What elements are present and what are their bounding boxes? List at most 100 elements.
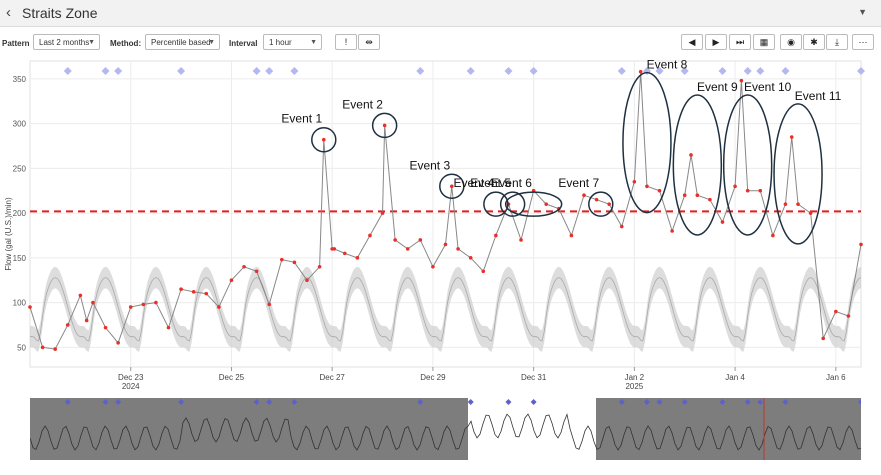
x-tick-label: Jan 4: [725, 373, 745, 382]
pattern-dropdown[interactable]: Last 2 months ▼: [33, 34, 100, 50]
next-button[interactable]: ⏭: [729, 34, 751, 50]
event-label: Event 5: [470, 176, 511, 190]
observed-point: [645, 184, 649, 189]
interval-dropdown[interactable]: 1 hour ▼: [263, 34, 322, 50]
observed-point: [53, 347, 57, 351]
settings-button[interactable]: ✱: [803, 34, 825, 50]
y-tick-label: 300: [13, 120, 27, 129]
y-tick-label: 50: [17, 343, 26, 352]
navigator-event-diamond: [719, 399, 726, 405]
x-tick-label: Dec 31: [521, 373, 547, 382]
event-label: Event 3: [409, 158, 450, 172]
event-diamond-marker: [504, 67, 513, 75]
observed-point: [733, 184, 737, 189]
chevron-down-icon: ▼: [310, 39, 317, 46]
calendar-button[interactable]: ▦: [753, 34, 775, 50]
event-ellipse: [499, 191, 526, 217]
observed-point: [682, 193, 687, 198]
observed-point: [494, 233, 498, 238]
calendar-icon: ▦: [759, 37, 769, 47]
observed-point: [65, 323, 70, 327]
method-dropdown[interactable]: Percentile based ▼: [145, 34, 220, 50]
view-button[interactable]: ◉: [780, 34, 802, 50]
navigator-event-diamond: [505, 399, 512, 405]
collapse-caret-icon[interactable]: ▼: [858, 7, 867, 17]
navigator-event-diamond: [656, 399, 663, 405]
more-button[interactable]: ⋯: [852, 34, 874, 50]
observed-point: [393, 238, 397, 242]
observed-point: [670, 229, 674, 233]
observed-point: [544, 202, 549, 206]
observed-point: [607, 202, 611, 206]
event-diamond-marker: [655, 67, 664, 75]
observed-point: [405, 247, 410, 251]
observed-point: [191, 290, 196, 294]
page-title: Straits Zone: [22, 5, 98, 21]
download-button[interactable]: ⤓: [826, 34, 848, 50]
event-label: Event 4: [454, 176, 495, 190]
event-ellipse: [483, 191, 509, 217]
navigator-event-diamond: [681, 399, 688, 405]
event-label: Event 7: [558, 176, 599, 190]
observed-point: [229, 278, 234, 283]
navigator-event-diamond: [64, 399, 71, 405]
event-label: Event 8: [647, 58, 688, 72]
gear-icon: ✱: [810, 37, 818, 47]
play-button[interactable]: ▶: [705, 34, 727, 50]
event-label: Event 1: [281, 112, 322, 126]
y-tick-label: 350: [13, 75, 27, 84]
observed-point: [321, 137, 326, 142]
observed-point: [292, 260, 297, 265]
navigator-event-diamond: [102, 399, 109, 405]
x-tick-sublabel: 2025: [625, 382, 643, 391]
observed-point: [78, 293, 83, 298]
y-tick-label: 100: [13, 299, 27, 308]
event-ellipse: [672, 94, 723, 236]
observed-point: [783, 202, 788, 206]
event-ellipse: [504, 191, 563, 217]
x-tick-label: Jan 6: [826, 373, 846, 382]
prev-button[interactable]: ◀: [681, 34, 703, 50]
event-ellipse: [588, 191, 614, 217]
observed-point: [431, 264, 435, 269]
pattern-band: [30, 266, 861, 352]
event-diamond-marker: [252, 67, 261, 75]
observed-point: [355, 256, 360, 260]
observed-point: [708, 197, 712, 202]
y-tick-label: 150: [13, 254, 27, 263]
observed-point: [519, 238, 523, 242]
observed-point: [317, 264, 322, 269]
navigator-event-diamond: [467, 399, 474, 405]
range-navigator[interactable]: [30, 398, 861, 460]
back-chevron-icon[interactable]: ‹: [6, 4, 11, 21]
observed-point: [141, 302, 146, 307]
observed-point: [846, 314, 851, 318]
alert-button[interactable]: !: [335, 34, 357, 50]
observed-point: [594, 197, 599, 202]
event-diamond-marker: [416, 67, 425, 75]
observed-point: [443, 242, 448, 247]
observed-point: [380, 211, 385, 215]
observed-point: [582, 193, 586, 198]
observed-point: [179, 287, 183, 291]
observed-point: [821, 336, 826, 341]
event-diamond-marker: [857, 67, 865, 75]
observed-point: [128, 305, 133, 309]
chevron-down-icon: ▼: [88, 39, 95, 46]
navigator-event-diamond: [253, 399, 260, 405]
y-tick-label: 250: [13, 164, 27, 173]
observed-point: [204, 291, 209, 296]
navigator-event-diamond: [266, 399, 273, 405]
observed-point: [456, 247, 460, 251]
play-icon: ▶: [712, 37, 720, 47]
pattern-value: Last 2 months: [39, 38, 90, 47]
observed-point: [342, 251, 347, 256]
event-diamond-marker: [114, 67, 123, 75]
observed-point: [84, 318, 89, 323]
observed-point: [103, 325, 108, 330]
navigator-series-line: [30, 413, 861, 451]
navigator-event-diamond: [618, 399, 625, 405]
y-tick-label: 200: [13, 209, 27, 218]
event-diamond-marker: [617, 67, 626, 75]
compare-button[interactable]: ⇹: [358, 34, 380, 50]
